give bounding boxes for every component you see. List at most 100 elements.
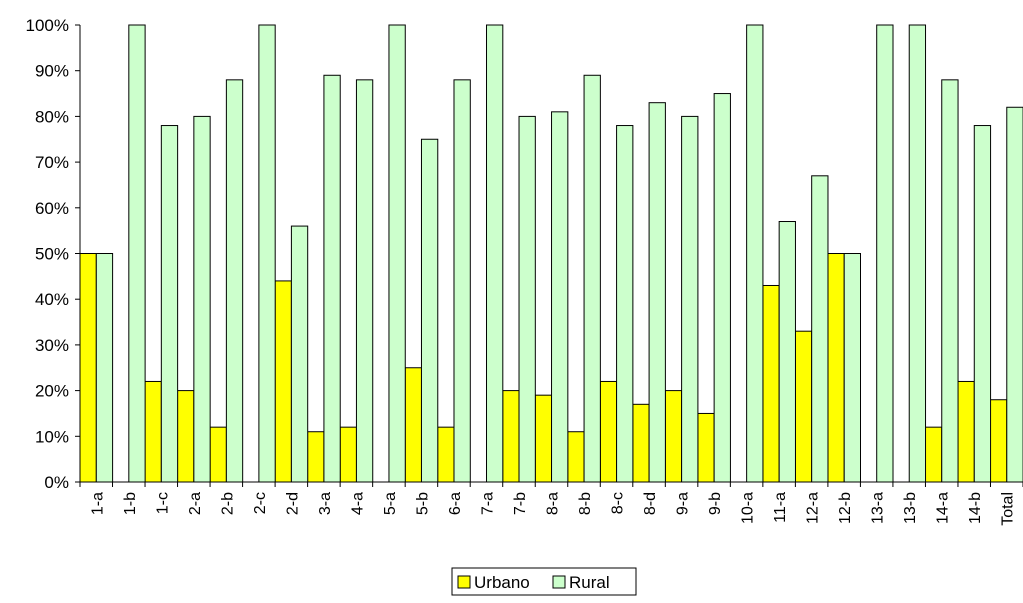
bar-rural-12-b	[843, 253, 862, 483]
bar-rural-5-b	[420, 138, 439, 483]
bar-urbano-5-b	[404, 367, 422, 483]
bar-rural-2-d	[290, 225, 309, 483]
bar-urbano-Total	[989, 399, 1008, 483]
bar-rural-13-a	[876, 24, 894, 483]
bar-rural-6-a	[453, 79, 471, 483]
y-axis-ticks: 0% 10% 20% 30% 40% 50% 60% 70% 80% 90% 100%	[26, 16, 80, 492]
x-tick-label: 12-a	[805, 492, 822, 524]
bar-rural-8-d	[648, 102, 666, 483]
bar-rural-1-a	[95, 253, 114, 483]
bar-rural-2-a	[193, 115, 211, 483]
bar-urbano-6-a	[437, 426, 455, 483]
x-tick-label: 14-b	[967, 492, 984, 524]
x-tick-label: 9-a	[675, 492, 692, 515]
y-tick-label: 90%	[35, 62, 69, 81]
y-tick-label: 50%	[35, 245, 69, 264]
x-tick-label: 2-c	[252, 492, 269, 514]
bar-urbano-12-b	[827, 253, 845, 483]
bar-urbano-8-d	[632, 403, 650, 483]
x-tick-label: 8-a	[545, 492, 562, 515]
x-tick-label: 12-b	[837, 492, 854, 524]
x-tick-label: 13-b	[902, 492, 919, 524]
bar-urbano-12-a	[794, 330, 813, 483]
y-tick-label: 100%	[26, 16, 69, 35]
x-tick-label: 3-a	[317, 492, 334, 515]
bar-rural-2-b	[225, 79, 244, 483]
bar-urbano-9-a	[664, 390, 683, 483]
bar-urbano-3-a	[307, 431, 325, 483]
y-tick-label: 40%	[35, 290, 69, 309]
y-tick-label: 80%	[35, 107, 69, 126]
bar-urbano-2-b	[209, 426, 227, 483]
bar-urbano-11-a	[762, 284, 780, 483]
bar-urbano-4-a	[339, 426, 357, 483]
bar-rural-4-a	[355, 79, 374, 483]
x-tick-label: 1-b	[122, 492, 139, 515]
bar-urbano-9-b	[697, 412, 715, 483]
legend-label-rural: Rural	[569, 573, 610, 592]
bar-rural-5-a	[388, 24, 406, 483]
x-tick-label: 8-b	[577, 492, 594, 515]
legend: Urbano Rural	[451, 567, 637, 596]
x-tick-label: Total	[1000, 492, 1017, 526]
bar-rural-7-a	[486, 24, 504, 483]
bar-rural-2-c	[258, 24, 276, 483]
x-tick-label: 8-d	[642, 492, 659, 515]
bar-urbano-7-b	[502, 390, 520, 483]
x-tick-label: 5-b	[414, 492, 431, 515]
y-tick-label: 10%	[35, 427, 69, 446]
y-tick-label: 20%	[35, 382, 69, 401]
y-tick-label: 0%	[44, 473, 69, 492]
x-tick-label: 13-a	[870, 492, 887, 524]
bar-rural-8-c	[616, 125, 634, 483]
bar-rural-Total	[1006, 106, 1023, 483]
bar-rural-14-b	[973, 125, 992, 483]
bar-rural-1-b	[128, 24, 146, 483]
bar-rural-3-a	[323, 74, 341, 483]
bars-layer	[79, 24, 1023, 483]
bar-urbano-2-d	[274, 280, 292, 483]
x-tick-label: 7-a	[479, 492, 496, 515]
x-tick-label: 1-c	[154, 492, 171, 514]
x-tick-label: 10-a	[740, 492, 757, 524]
x-tick-label: 4-a	[349, 492, 366, 515]
legend-swatch-urbano	[457, 575, 471, 589]
legend-label-urbano: Urbano	[474, 573, 530, 592]
bar-urbano-1-c	[144, 380, 162, 483]
x-tick-label: 2-d	[284, 492, 301, 515]
legend-box	[451, 567, 637, 596]
x-tick-label: 8-c	[610, 492, 627, 514]
x-tick-label: 2-a	[187, 492, 204, 515]
bar-rural-7-b	[518, 115, 536, 483]
bar-urbano-8-a	[534, 394, 553, 483]
bar-urbano-14-a	[924, 426, 943, 483]
bar-rural-1-c	[160, 125, 179, 483]
bar-rural-11-a	[778, 221, 796, 483]
bar-rural-14-a	[941, 79, 959, 483]
y-tick-label: 60%	[35, 199, 69, 218]
bar-rural-12-a	[811, 175, 829, 483]
bar-rural-13-b	[908, 24, 927, 483]
bar-urbano-1-a	[79, 253, 97, 483]
x-tick-label: 1-a	[89, 492, 106, 515]
x-tick-label: 2-b	[219, 492, 236, 515]
bar-rural-10-a	[746, 24, 764, 483]
x-tick-label: 6-a	[447, 492, 464, 515]
bar-rural-9-b	[713, 93, 731, 483]
bar-rural-8-b	[583, 74, 601, 483]
bar-urbano-14-b	[957, 380, 975, 483]
bar-urbano-8-b	[567, 431, 585, 483]
x-tick-label: 7-b	[512, 492, 529, 515]
x-tick-label: 11-a	[772, 492, 789, 523]
legend-swatch-rural	[552, 575, 566, 589]
x-axis-ticks: 1-a 1-b 1-c 2-a 2-b 2-c 2-d 3-a 4-a 5-a 5-b 6-a 7-a 7…	[79, 482, 1023, 526]
bar-rural-8-a	[551, 111, 569, 483]
bar-rural-9-a	[681, 115, 699, 483]
x-tick-label: 5-a	[382, 492, 399, 515]
y-tick-label: 30%	[35, 336, 69, 355]
x-tick-label: 14-a	[935, 492, 952, 524]
x-tick-label: 9-b	[707, 492, 724, 515]
y-tick-label: 70%	[35, 153, 69, 172]
